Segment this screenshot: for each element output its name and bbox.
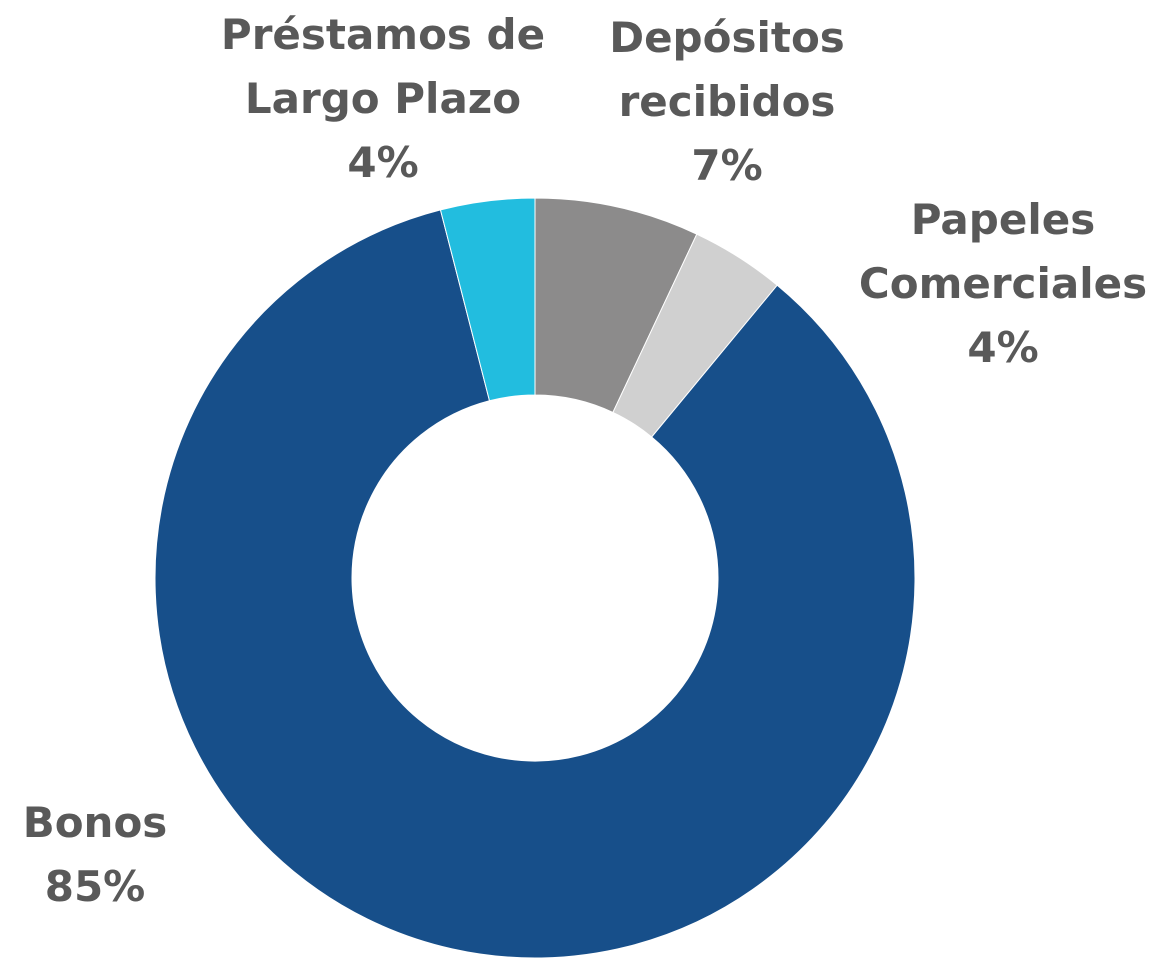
value-label: 4%	[967, 323, 1039, 372]
value-label: 7%	[691, 141, 763, 190]
category-label: Bonos	[22, 798, 168, 847]
slice-label: Papeles Comerciales 4%	[853, 188, 1153, 380]
donut-slice	[154, 209, 916, 959]
value-label: 85%	[44, 862, 146, 911]
category-label: Papeles Comerciales	[858, 195, 1148, 308]
donut-slice	[439, 197, 536, 402]
value-label: 4%	[347, 138, 419, 187]
slice-label: Préstamos de Largo Plazo 4%	[213, 3, 553, 195]
category-label: Préstamos de Largo Plazo	[220, 10, 546, 123]
slice-label: Bonos 85%	[10, 791, 180, 919]
category-label: Depósitos recibidos	[609, 13, 845, 126]
slice-label: Depósitos recibidos 7%	[602, 6, 852, 198]
